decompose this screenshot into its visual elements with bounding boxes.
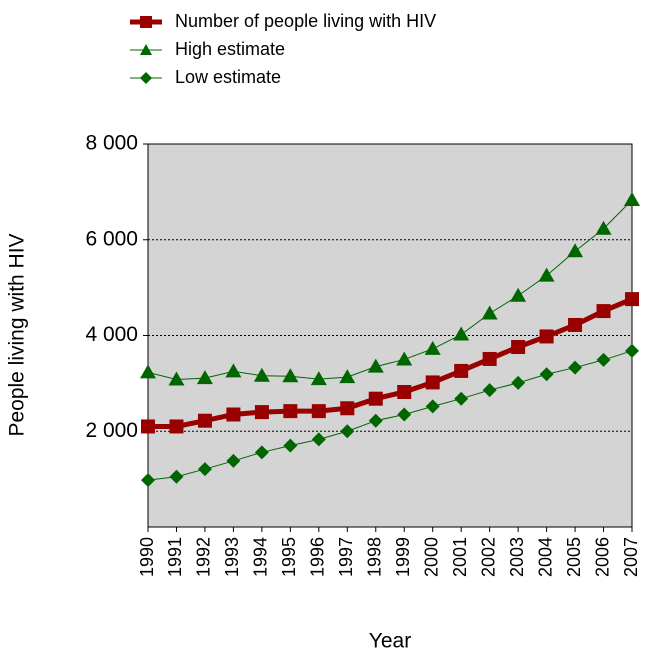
marker <box>253 367 270 382</box>
marker <box>197 413 212 428</box>
marker <box>141 419 155 434</box>
marker <box>511 339 526 354</box>
x-tick-label: 2007 <box>621 537 641 577</box>
x-tick-label: 1994 <box>251 537 271 577</box>
marker <box>225 363 242 378</box>
marker <box>454 363 469 378</box>
y-tick-label: 8 000 <box>85 132 138 155</box>
marker <box>424 340 441 355</box>
marker <box>625 292 639 307</box>
marker <box>454 391 469 406</box>
legend-label: High estimate <box>175 39 285 59</box>
legend-label: Low estimate <box>175 67 281 87</box>
y-tick-label: 2 000 <box>85 419 138 442</box>
marker <box>226 407 241 422</box>
x-tick-label: 2000 <box>421 537 441 577</box>
marker <box>397 407 412 422</box>
legend-marker <box>140 72 152 84</box>
marker <box>283 404 298 419</box>
marker <box>340 424 355 439</box>
marker <box>367 358 384 373</box>
marker <box>311 404 326 419</box>
marker <box>511 375 526 390</box>
marker <box>538 267 555 282</box>
marker <box>625 343 639 358</box>
marker <box>339 369 356 384</box>
x-tick-label: 2005 <box>564 537 584 577</box>
marker <box>196 370 213 385</box>
y-tick-label: 4 000 <box>85 323 138 346</box>
marker <box>368 391 383 406</box>
marker <box>283 438 298 453</box>
marker <box>539 329 554 344</box>
marker <box>168 371 185 386</box>
x-tick-label: 2003 <box>507 537 527 577</box>
marker <box>453 326 470 341</box>
marker <box>140 364 156 379</box>
marker <box>425 375 440 390</box>
marker <box>197 462 212 477</box>
x-tick-label: 1997 <box>336 537 356 577</box>
x-tick-label: 2004 <box>535 537 555 577</box>
marker <box>510 287 527 302</box>
marker <box>397 384 412 399</box>
legend-marker <box>140 44 152 55</box>
x-tick-label: 1993 <box>222 537 242 577</box>
marker <box>596 304 611 319</box>
marker <box>595 220 612 235</box>
marker <box>568 317 583 332</box>
x-tick-label: 2006 <box>592 537 612 577</box>
marker <box>396 351 413 366</box>
marker <box>311 432 326 447</box>
marker <box>425 399 440 414</box>
marker <box>141 473 155 488</box>
x-tick-label: 1996 <box>308 537 328 577</box>
x-tick-label: 1999 <box>393 537 413 577</box>
x-tick-label: 2001 <box>450 537 470 577</box>
marker <box>567 243 584 258</box>
marker <box>169 469 184 484</box>
marker <box>624 192 640 207</box>
marker <box>254 405 269 420</box>
x-tick-label: 1991 <box>165 537 185 577</box>
x-tick-label: 2002 <box>478 537 498 577</box>
x-tick-label: 1998 <box>365 537 385 577</box>
marker <box>482 351 497 366</box>
legend-marker <box>140 16 152 28</box>
legend-label: Number of people living with HIV <box>175 11 436 31</box>
x-tick-label: 1995 <box>279 537 299 577</box>
marker <box>368 413 383 428</box>
marker <box>282 368 299 383</box>
x-tick-label: 1992 <box>194 537 214 577</box>
plot-border <box>147 143 633 528</box>
x-tick-label: 1990 <box>137 537 157 577</box>
marker <box>568 360 583 375</box>
y-tick-label: 6 000 <box>85 227 138 250</box>
marker <box>539 367 554 382</box>
marker <box>340 401 355 416</box>
marker <box>596 352 611 367</box>
y-axis-label: People living with HIV <box>6 233 29 436</box>
x-axis-label: Year <box>369 630 411 653</box>
marker <box>254 445 269 460</box>
marker <box>310 371 327 386</box>
marker <box>481 305 498 320</box>
marker <box>226 453 241 468</box>
marker <box>169 419 184 434</box>
marker <box>482 383 497 398</box>
